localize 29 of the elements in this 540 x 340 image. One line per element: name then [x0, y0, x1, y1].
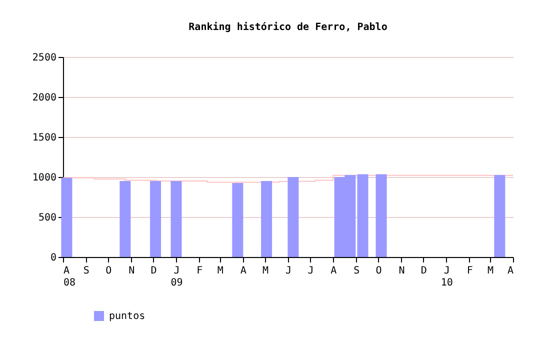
x-tick-label: J 09: [170, 266, 183, 288]
x-tick-label: J: [308, 266, 314, 276]
x-tick-label: N: [128, 266, 135, 276]
x-tick-label: N: [398, 266, 405, 276]
x-tick-label: D: [420, 266, 427, 276]
x-tick-label: J: [285, 266, 292, 276]
y-tick-label: 1000: [32, 172, 56, 184]
x-tick-label: J 10: [440, 266, 453, 288]
y-tick-label: 0: [50, 252, 56, 264]
x-tick-label: A 08: [64, 266, 76, 288]
x-tick-label: O: [106, 266, 112, 276]
legend-label: puntos: [109, 311, 146, 322]
x-tick-label: S: [83, 266, 90, 276]
x-tick-label: A: [507, 266, 514, 276]
x-tick-label: O: [376, 266, 382, 276]
x-tick-label: M: [262, 266, 269, 276]
y-tick-label: 2500: [32, 52, 56, 64]
x-tick-label: M: [488, 266, 494, 276]
y-tick-label: 2000: [32, 92, 56, 104]
y-tick-label: 500: [38, 212, 56, 224]
y-tick-label: 1500: [32, 132, 56, 144]
x-tick-label: F: [466, 266, 473, 276]
x-tick-label: F: [196, 266, 203, 276]
x-tick-label: M: [217, 266, 224, 276]
x-tick-label: A: [240, 266, 246, 276]
x-tick-label: D: [150, 266, 157, 276]
x-tick-label: S: [354, 266, 360, 276]
x-tick-label: A: [330, 266, 337, 276]
chart-title: Ranking histórico de Ferro, Pablo: [188, 21, 388, 33]
